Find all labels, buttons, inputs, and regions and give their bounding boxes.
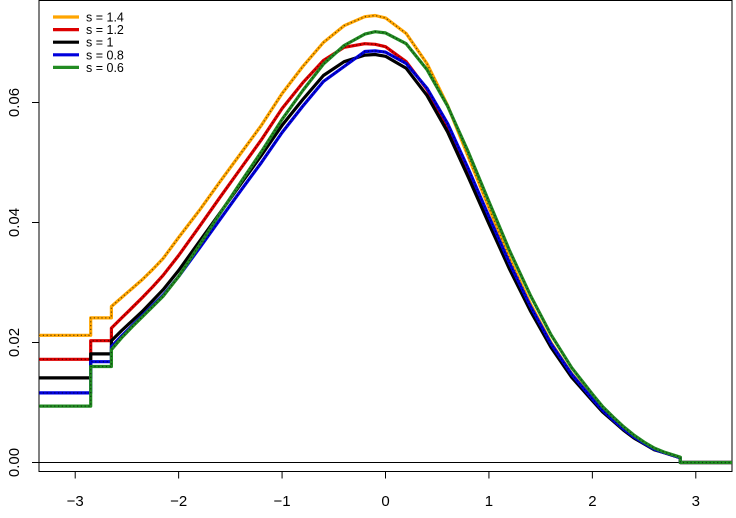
x-tick-label: 1 <box>485 493 493 510</box>
y-tick-label: 0.02 <box>6 328 23 357</box>
legend-item: s = 0.8 <box>53 48 124 62</box>
series-dots-0 <box>39 14 732 464</box>
series-line-1 <box>39 42 732 465</box>
legend-label: s = 0.6 <box>86 61 124 75</box>
x-axis: −3 −2 −1 0 1 2 3 <box>67 471 700 510</box>
legend-label: s = 1.2 <box>86 23 124 37</box>
legend-label: s = 1.4 <box>86 11 124 25</box>
series-2 <box>39 52 732 465</box>
y-tick-label: 0.00 <box>6 448 23 477</box>
series-dots-4 <box>39 31 732 464</box>
x-tick-label: −3 <box>67 493 84 510</box>
x-tick-label: 0 <box>381 493 389 510</box>
y-tick-label: 0.06 <box>6 88 23 117</box>
legend-item: s = 1.4 <box>53 11 124 25</box>
x-tick-label: −1 <box>274 493 291 510</box>
series-layer <box>39 13 732 465</box>
series-dots-3 <box>39 50 732 464</box>
series-3 <box>39 49 732 465</box>
y-tick-label: 0.04 <box>6 208 23 237</box>
legend-item: s = 1 <box>53 36 113 50</box>
series-line-4 <box>39 30 732 465</box>
x-tick-label: 3 <box>692 493 700 510</box>
series-line-0 <box>39 13 732 465</box>
series-line-3 <box>39 49 732 465</box>
legend-item: s = 0.6 <box>53 61 124 75</box>
series-0 <box>39 13 732 465</box>
series-dots-1 <box>39 43 732 464</box>
legend: s = 1.4s = 1.2s = 1s = 0.8s = 0.6 <box>53 11 124 75</box>
legend-label: s = 0.8 <box>86 48 124 62</box>
series-4 <box>39 30 732 465</box>
y-axis: 0.00 0.02 0.04 0.06 <box>6 88 39 477</box>
legend-label: s = 1 <box>86 36 113 50</box>
series-1 <box>39 42 732 465</box>
x-tick-label: 2 <box>588 493 596 510</box>
x-tick-label: −2 <box>170 493 187 510</box>
legend-item: s = 1.2 <box>53 23 124 37</box>
series-line-2 <box>39 52 732 465</box>
plot-frame <box>38 0 733 472</box>
